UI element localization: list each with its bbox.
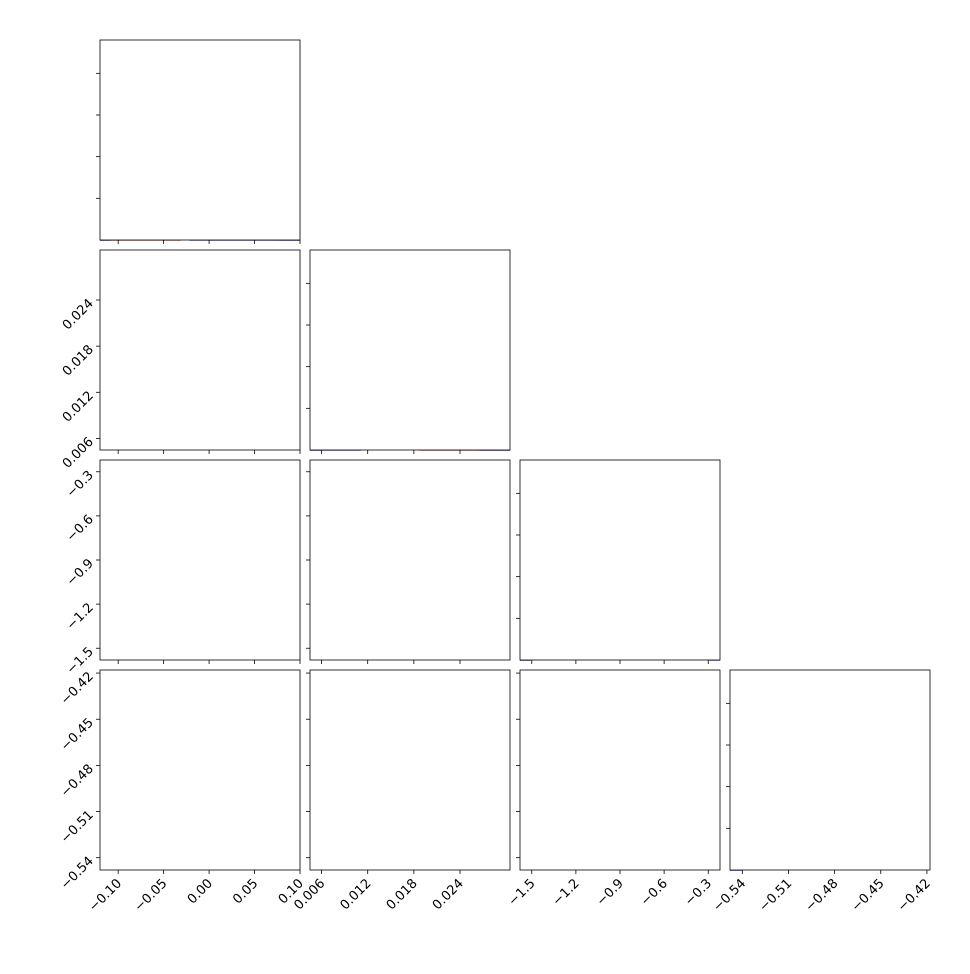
panel-border xyxy=(100,250,300,450)
panel-border xyxy=(730,670,930,870)
panel-border xyxy=(100,40,300,240)
panel-border xyxy=(520,460,720,660)
density-panel-2-0 xyxy=(100,460,300,665)
density-panel-1-0 xyxy=(100,250,300,450)
density-panel-2-1 xyxy=(310,455,510,660)
sample-point xyxy=(260,663,262,665)
histogram-panel-0 xyxy=(96,40,300,240)
histogram-panel-3 xyxy=(726,670,930,870)
histogram-panel-2 xyxy=(516,460,720,660)
panel-border xyxy=(310,250,510,450)
histogram-panel-1 xyxy=(306,250,510,450)
sample-point xyxy=(376,455,378,457)
panel-border xyxy=(100,460,300,660)
